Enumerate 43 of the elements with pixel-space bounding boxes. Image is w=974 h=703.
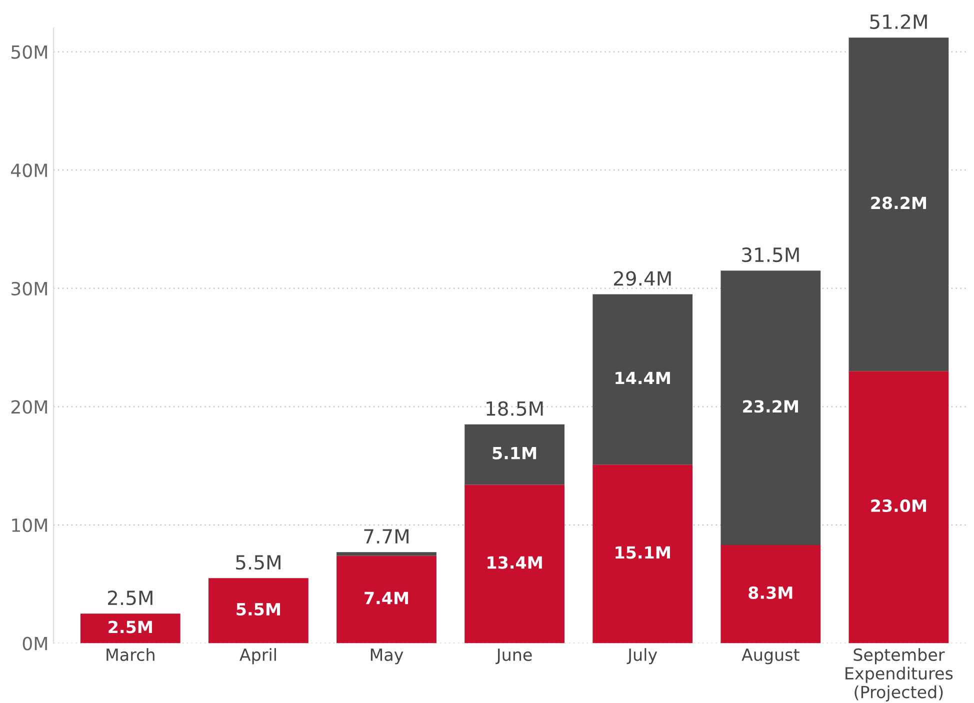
bar [848,38,949,372]
bar [80,614,180,644]
x-tick-label: March [106,648,154,662]
data-label: 23.2M [743,400,798,413]
x-tick-label: September Expenditures (Projected) [846,648,953,702]
data-label: 7.4M [364,592,408,604]
data-label: 8.3M [748,586,792,599]
bar [336,552,436,556]
bar [720,270,821,546]
y-tick-label: 40M [11,164,47,178]
y-tick-label: 10M [12,518,47,532]
total-label: 5.5M [236,555,280,570]
x-tick-label: April [240,648,276,664]
data-label: 28.2M [871,196,926,210]
data-label: 13.4M [488,556,542,569]
x-tick-label: June [496,648,532,664]
y-tick-label: 20M [11,400,47,414]
data-label: 2.5M [108,620,152,634]
total-label: 18.5M [486,401,543,416]
data-label: 23.0M [871,499,926,512]
x-tick-label: July [626,648,658,664]
total-label: 31.5M [742,247,799,262]
y-tick-label: 30M [12,282,47,296]
data-label: 14.4M [616,372,670,384]
x-tick-label: August [742,648,800,664]
data-label: 15.1M [616,546,670,559]
total-label: 7.7M [364,529,408,544]
bar [336,556,436,644]
bar [848,371,949,644]
bar [592,294,693,465]
total-label: 51.2M [870,14,927,30]
bar [464,424,564,485]
data-label: 5.5M [236,603,280,616]
x-tick-label: May [370,648,404,664]
y-tick-label: 50M [12,45,47,59]
bar [208,578,308,644]
bar [464,484,564,644]
bar [592,464,693,644]
total-label: 2.5M [108,590,152,606]
y-tick-label: 0M [22,636,47,650]
data-label: 5.1M [492,447,536,460]
bar [720,545,821,644]
total-label: 29.4M [614,271,671,286]
